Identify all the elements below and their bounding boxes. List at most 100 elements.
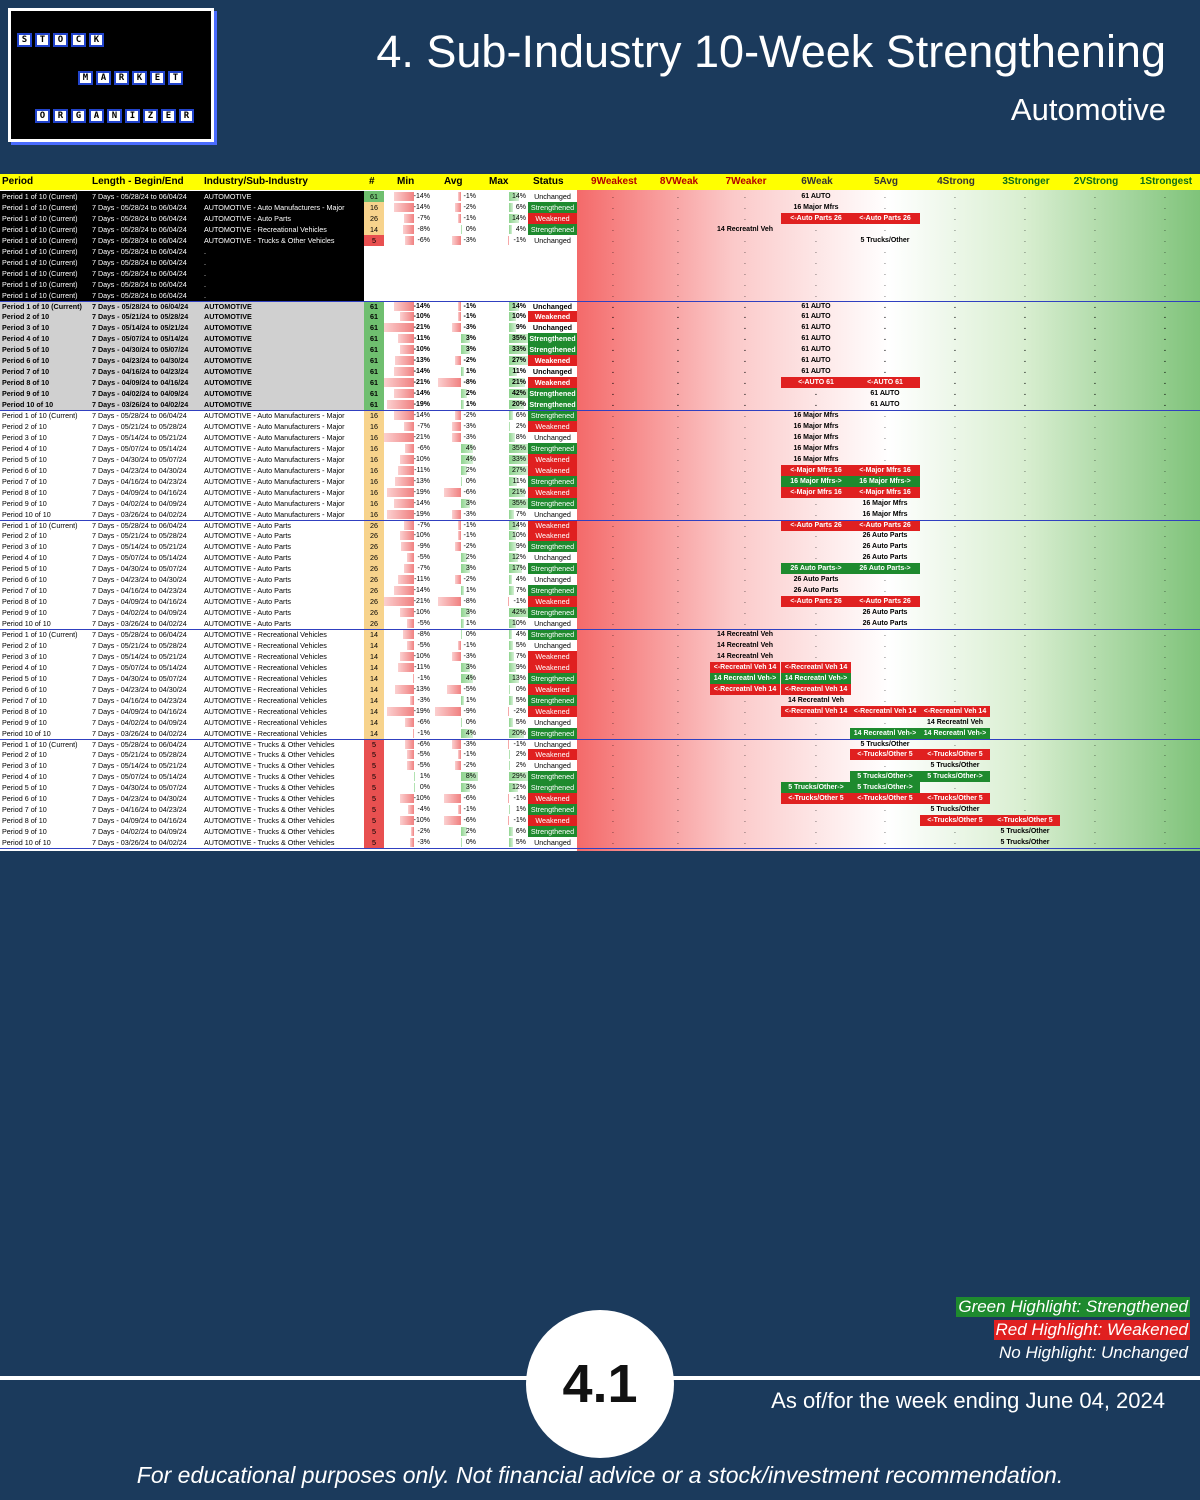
tier-dot: . [744, 652, 746, 660]
max-bar [508, 235, 509, 245]
cell-count: 26 [364, 552, 384, 564]
tier-label: <-Trucks/Other 5 [920, 749, 990, 761]
tier-label: 16 Major Mfrs [862, 510, 908, 518]
tier-label: 26 Auto Parts-> [850, 563, 920, 575]
cell-min: -13% [384, 683, 432, 695]
cell-avg: -1% [432, 749, 478, 761]
max-bar [509, 772, 528, 782]
tier-dot: . [1024, 477, 1026, 485]
min-value: -6% [417, 718, 430, 726]
min-value: -10% [413, 532, 430, 540]
logo-letter: C [71, 33, 86, 47]
cell-max: 5% [478, 716, 528, 728]
row-label-bg [0, 705, 364, 717]
tier-dot: . [744, 609, 746, 617]
table-row: Period 3 of 10 7 Days - 05/14/24 to 05/21… [0, 431, 1200, 443]
max-bar [508, 794, 509, 804]
cell-industry: AUTOMOTIVE - Auto Parts [204, 619, 291, 629]
cell-max: 7% [478, 650, 528, 662]
cell-count: 16 [364, 475, 384, 487]
tier-dot: . [1094, 466, 1096, 474]
cell-period: Period 8 of 10 [2, 706, 47, 716]
tier-dot: . [612, 291, 614, 299]
table-row: Period 8 of 10 7 Days - 04/09/24 to 04/16… [0, 377, 1200, 389]
tier-label: 14 Recreatnl Veh-> [850, 727, 920, 739]
cell-length: 7 Days - 04/02/24 to 04/09/24 [92, 608, 187, 618]
min-value: -3% [417, 696, 430, 704]
cell-max: 10% [478, 618, 528, 630]
min-value: -3% [417, 839, 430, 847]
table-row: Period 2 of 10 7 Days - 05/21/24 to 05/28… [0, 420, 1200, 432]
row-label-bg [0, 289, 364, 301]
tier-label: <-Recreatnl Veh 14 [781, 705, 851, 717]
tier-dot: . [1094, 280, 1096, 288]
tier-dot: . [1024, 652, 1026, 660]
tier-dot: . [612, 455, 614, 463]
avg-value: 3% [465, 784, 476, 792]
tier-dot: . [1164, 707, 1166, 715]
min-bar [414, 772, 416, 782]
cell-length: 7 Days - 04/09/24 to 04/16/24 [92, 487, 187, 497]
cell-avg: 3% [432, 607, 478, 619]
tier-dot: . [612, 488, 614, 496]
avg-value: -3% [463, 236, 476, 244]
cell-period: Period 4 of 10 [2, 443, 47, 453]
row-label-bg [0, 278, 364, 290]
cell-max [478, 278, 528, 290]
row-label-bg [0, 694, 364, 706]
avg-bar [458, 301, 461, 311]
max-value: 4% [515, 225, 526, 233]
tier-dot: . [1164, 214, 1166, 222]
min-bar [394, 192, 414, 201]
tier-dot: . [815, 554, 817, 562]
cell-length: 7 Days - 04/09/24 to 04/16/24 [92, 597, 187, 607]
cell-industry: AUTOMOTIVE - Auto Parts [204, 520, 291, 530]
cell-status: Strengthened [528, 475, 577, 487]
cell-min: -21% [384, 431, 432, 443]
cell-industry: AUTOMOTIVE - Recreational Vehicles [204, 695, 327, 705]
tier-dot: . [677, 554, 679, 562]
logo-letter: A [96, 71, 111, 85]
cell-status: Strengthened [528, 497, 577, 509]
cell-min: -14% [384, 366, 432, 378]
cell-industry: AUTOMOTIVE [204, 301, 252, 311]
tier-dot: . [954, 543, 956, 551]
tier-label: <-Recreatnl Veh 14 [850, 705, 920, 717]
min-bar [386, 706, 414, 716]
avg-value: 0% [465, 225, 476, 233]
cell-min: -13% [384, 355, 432, 367]
cell-status: Unchanged [528, 837, 577, 849]
cell-min: -1% [384, 672, 432, 684]
tier-dot: . [744, 422, 746, 430]
cell-avg: 0% [432, 837, 478, 849]
cell-length: 7 Days - 05/07/24 to 05/14/24 [92, 553, 187, 563]
max-value: 42% [511, 390, 526, 398]
min-bar [402, 630, 414, 639]
cell-status [528, 256, 577, 268]
tier-dot: . [612, 598, 614, 606]
avg-bar [461, 334, 470, 344]
max-value: 2% [515, 762, 526, 770]
row-label-bg [0, 234, 364, 246]
tier-dot: . [612, 652, 614, 660]
tier-dot: . [884, 412, 886, 419]
cell-status: Unchanged [528, 366, 577, 378]
cell-avg: -1% [432, 191, 478, 202]
row-label-bg [0, 355, 364, 367]
tier-dot: . [1164, 631, 1166, 638]
tier-dot: . [1164, 368, 1166, 376]
cell-max: 33% [478, 344, 528, 356]
tier-dot: . [1024, 784, 1026, 792]
tier-dot: . [744, 543, 746, 551]
legend-unchanged: No Highlight: Unchanged [998, 1343, 1188, 1362]
tier-dot: . [744, 324, 746, 332]
cell-status: Unchanged [528, 738, 577, 750]
table-row: Period 7 of 10 7 Days - 04/16/24 to 04/23… [0, 694, 1200, 706]
tier-dot: . [1094, 806, 1096, 814]
avg-value: -2% [463, 576, 476, 584]
tier-dot: . [612, 729, 614, 737]
cell-max: 9% [478, 541, 528, 553]
table-row: Period 5 of 10 7 Days - 04/30/24 to 05/07… [0, 453, 1200, 465]
tier-dot: . [677, 609, 679, 617]
